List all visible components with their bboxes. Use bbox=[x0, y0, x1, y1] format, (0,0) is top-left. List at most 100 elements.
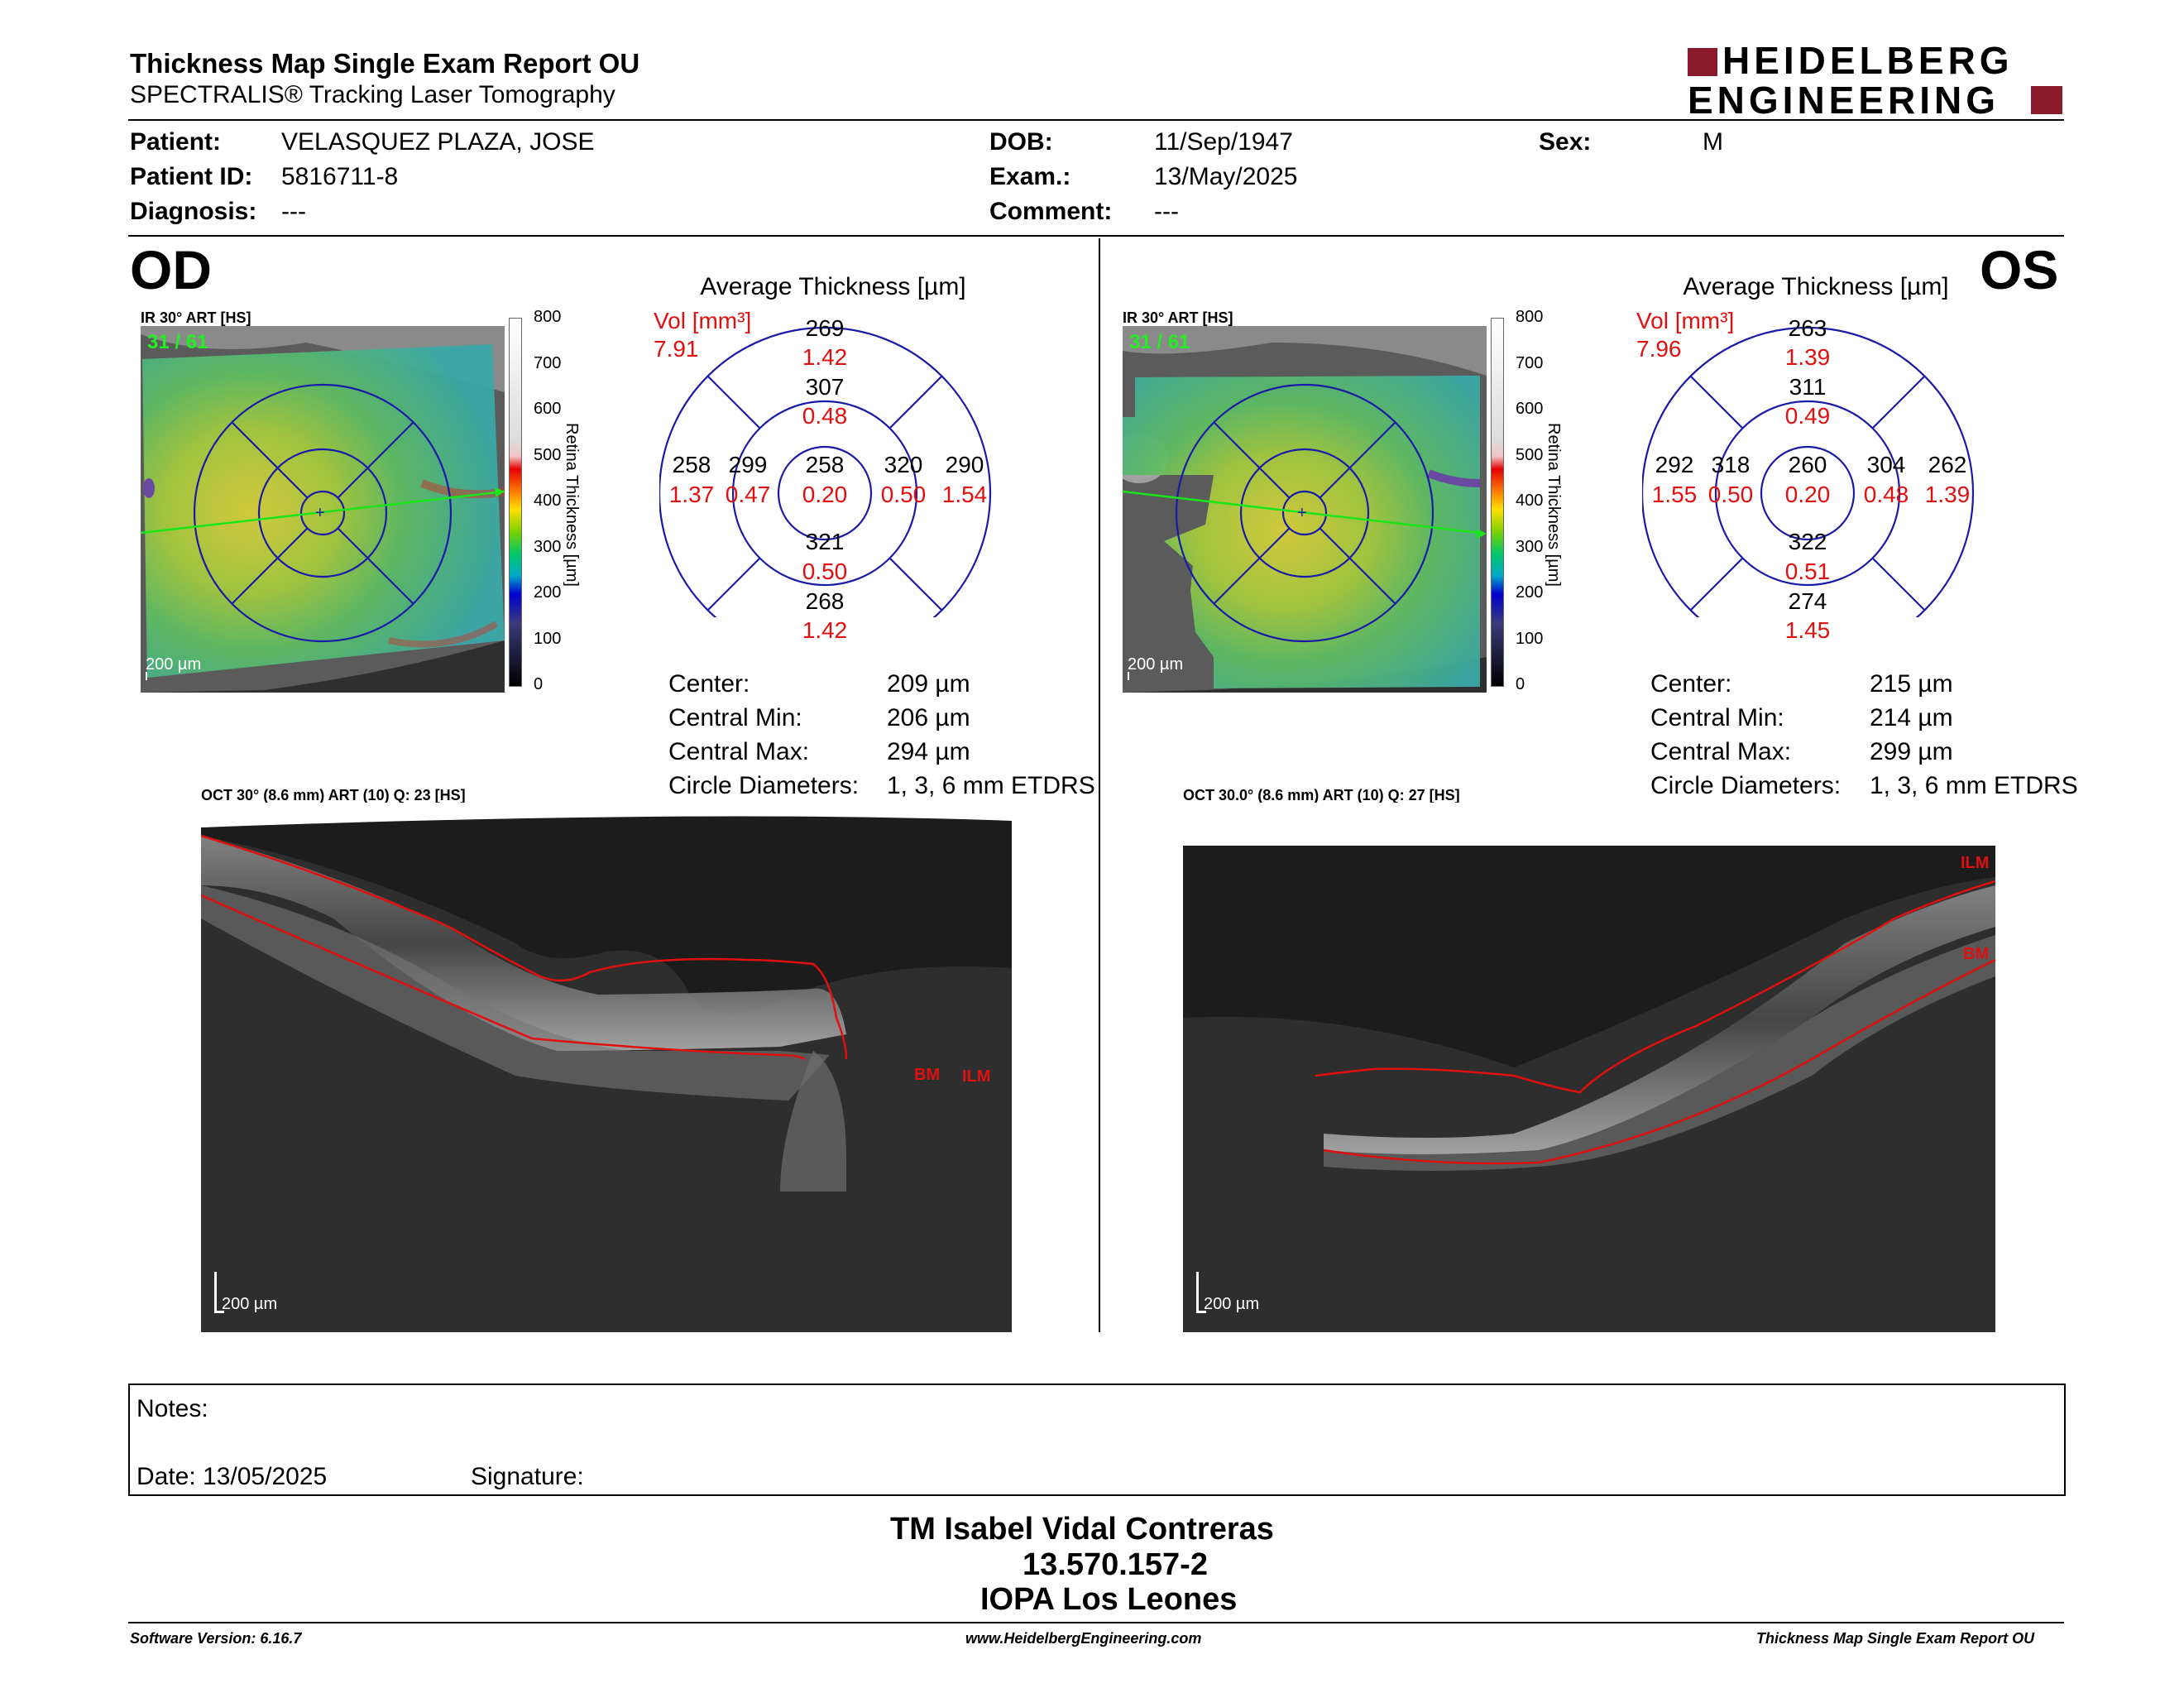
od-frames: 31 / 61 bbox=[147, 331, 208, 353]
os-ir-scale-bar bbox=[1128, 672, 1129, 680]
patient-id: 5816711-8 bbox=[281, 163, 399, 190]
od-ir-scale: 200 µm bbox=[146, 655, 202, 674]
patient-label: Patient: bbox=[130, 128, 222, 156]
od-center-thk: 258 bbox=[805, 452, 845, 477]
os-cb-tick-500: 500 bbox=[1516, 446, 1544, 464]
patient-rule bbox=[128, 235, 2064, 237]
svg-text:+: + bbox=[1297, 504, 1307, 522]
os-thickness-map: + bbox=[1110, 326, 1487, 693]
os-outer-inf-thk: 274 bbox=[1788, 588, 1827, 614]
os-outer-nas-thk: 262 bbox=[1928, 452, 1967, 477]
dob-value: 11/Sep/1947 bbox=[1154, 128, 1293, 156]
os-outer-sup-thk: 263 bbox=[1788, 315, 1827, 341]
comment-value: --- bbox=[1154, 198, 1179, 225]
os-central-min-value: 214 µm bbox=[1870, 704, 1953, 731]
od-outer-sup-vol: 1.42 bbox=[802, 344, 848, 370]
od-outer-nas-thk: 290 bbox=[945, 452, 984, 477]
od-cb-axis-label-wrap: Retina Thickness [µm] bbox=[563, 410, 581, 600]
os-ir-title: IR 30° ART [HS] bbox=[1123, 309, 1233, 326]
os-ir-scale: 200 µm bbox=[1128, 655, 1184, 674]
od-oct-bscan bbox=[201, 803, 1012, 1332]
os-center-value: 215 µm bbox=[1870, 670, 1953, 698]
od-center-label: Center: bbox=[668, 670, 750, 698]
os-cb-tick-300: 300 bbox=[1516, 538, 1544, 556]
report-subtitle: SPECTRALIS® Tracking Laser Tomography bbox=[130, 81, 615, 108]
os-center-thk: 260 bbox=[1788, 452, 1827, 477]
os-circle-diam-value: 1, 3, 6 mm ETDRS bbox=[1870, 772, 2078, 799]
os-cb-tick-800: 800 bbox=[1516, 308, 1544, 326]
header-rule bbox=[128, 119, 2064, 121]
od-inner-inf-vol: 0.50 bbox=[802, 559, 848, 584]
sex-label: Sex: bbox=[1539, 128, 1592, 156]
patient-name: VELASQUEZ PLAZA, JOSE bbox=[281, 128, 595, 156]
os-central-max-value: 299 µm bbox=[1870, 738, 1953, 765]
os-ilm-label: ILM bbox=[1961, 854, 1990, 872]
od-inner-nas-thk: 320 bbox=[884, 452, 923, 477]
footer-report-title: Thickness Map Single Exam Report OU bbox=[1756, 1630, 2035, 1647]
notes-box[interactable]: Notes: Date: 13/05/2025 Signature: bbox=[128, 1383, 2066, 1496]
diagnosis-label: Diagnosis: bbox=[130, 198, 257, 225]
os-cb-tick-100: 100 bbox=[1516, 630, 1544, 648]
logo-square-bottom bbox=[2031, 86, 2062, 114]
exam-label: Exam.: bbox=[989, 163, 1071, 190]
diagnosis-value: --- bbox=[281, 198, 306, 225]
od-outer-temp-vol: 1.37 bbox=[668, 482, 715, 507]
od-center-value: 209 µm bbox=[887, 670, 970, 698]
notes-label: Notes: bbox=[136, 1395, 208, 1422]
os-inner-sup-thk: 311 bbox=[1789, 374, 1827, 400]
os-outer-nas-vol: 1.39 bbox=[1924, 482, 1971, 507]
os-oct-bscan bbox=[1183, 803, 1995, 1332]
os-cb-tick-400: 400 bbox=[1516, 492, 1544, 510]
os-oct-title: OCT 30.0° (8.6 mm) ART (10) Q: 27 [HS] bbox=[1183, 787, 1460, 803]
os-inner-nas-vol: 0.48 bbox=[1863, 482, 1909, 507]
od-outer-sup-thk: 269 bbox=[805, 315, 845, 341]
os-cb-tick-200: 200 bbox=[1516, 583, 1544, 602]
os-inner-inf-thk: 322 bbox=[1788, 529, 1827, 554]
od-center-vol: 0.20 bbox=[802, 482, 848, 507]
os-eye-label: OS bbox=[1980, 239, 2059, 300]
os-cb-tick-600: 600 bbox=[1516, 400, 1544, 418]
os-center-vol: 0.20 bbox=[1784, 482, 1831, 507]
signer-rut: 13.570.157-2 bbox=[1023, 1547, 1208, 1582]
os-cb-axis-label-wrap: Retina Thickness [µm] bbox=[1545, 410, 1563, 600]
od-circle-diam-value: 1, 3, 6 mm ETDRS bbox=[887, 772, 1095, 799]
os-cb-tick-700: 700 bbox=[1516, 354, 1544, 372]
od-bm-label: BM bbox=[914, 1066, 941, 1084]
os-outer-inf-vol: 1.45 bbox=[1784, 617, 1831, 643]
od-inner-temp-vol: 0.47 bbox=[725, 482, 771, 507]
patient-id-label: Patient ID: bbox=[130, 163, 253, 190]
logo-line-2: ENGINEERING bbox=[1688, 79, 2000, 122]
website-link[interactable]: www.HeidelbergEngineering.com bbox=[965, 1630, 1202, 1647]
od-central-max-value: 294 µm bbox=[887, 738, 970, 765]
os-outer-temp-vol: 1.55 bbox=[1651, 482, 1698, 507]
od-cb-tick-200: 200 bbox=[534, 583, 562, 602]
os-central-min-label: Central Min: bbox=[1650, 704, 1784, 731]
od-outer-nas-vol: 1.54 bbox=[941, 482, 988, 507]
signature-label: Signature: bbox=[471, 1463, 584, 1490]
os-inner-temp-thk: 318 bbox=[1711, 452, 1751, 477]
od-outer-temp-thk: 258 bbox=[672, 452, 711, 477]
od-vol-value: 7.91 bbox=[654, 336, 699, 362]
od-oct-scale: 200 µm bbox=[222, 1295, 278, 1313]
os-bm-label: BM bbox=[1963, 945, 1990, 963]
od-outer-inf-thk: 268 bbox=[805, 588, 845, 614]
od-central-min-label: Central Min: bbox=[668, 704, 802, 731]
logo-line-1: HEIDELBERG bbox=[1722, 39, 2014, 82]
exam-value: 13/May/2025 bbox=[1154, 163, 1298, 190]
od-ilm-label: ILM bbox=[962, 1067, 991, 1086]
od-thickness-map: + bbox=[140, 326, 505, 693]
od-cb-tick-400: 400 bbox=[534, 492, 562, 510]
od-ir-title: IR 30° ART [HS] bbox=[141, 309, 251, 326]
os-avg-title: Average Thickness [µm] bbox=[1683, 273, 1949, 300]
od-avg-title: Average Thickness [µm] bbox=[700, 273, 966, 300]
od-ir-scale-bar bbox=[146, 672, 147, 680]
os-vol-value: 7.96 bbox=[1636, 336, 1682, 362]
od-inner-inf-thk: 321 bbox=[805, 529, 845, 554]
od-cb-tick-700: 700 bbox=[534, 354, 562, 372]
os-frames: 31 / 61 bbox=[1129, 331, 1190, 353]
dob-label: DOB: bbox=[989, 128, 1053, 156]
os-inner-nas-thk: 304 bbox=[1866, 452, 1906, 477]
os-circle-diam-label: Circle Diameters: bbox=[1650, 772, 1842, 799]
os-cb-tick-0: 0 bbox=[1516, 675, 1525, 693]
od-outer-inf-vol: 1.42 bbox=[802, 617, 848, 643]
